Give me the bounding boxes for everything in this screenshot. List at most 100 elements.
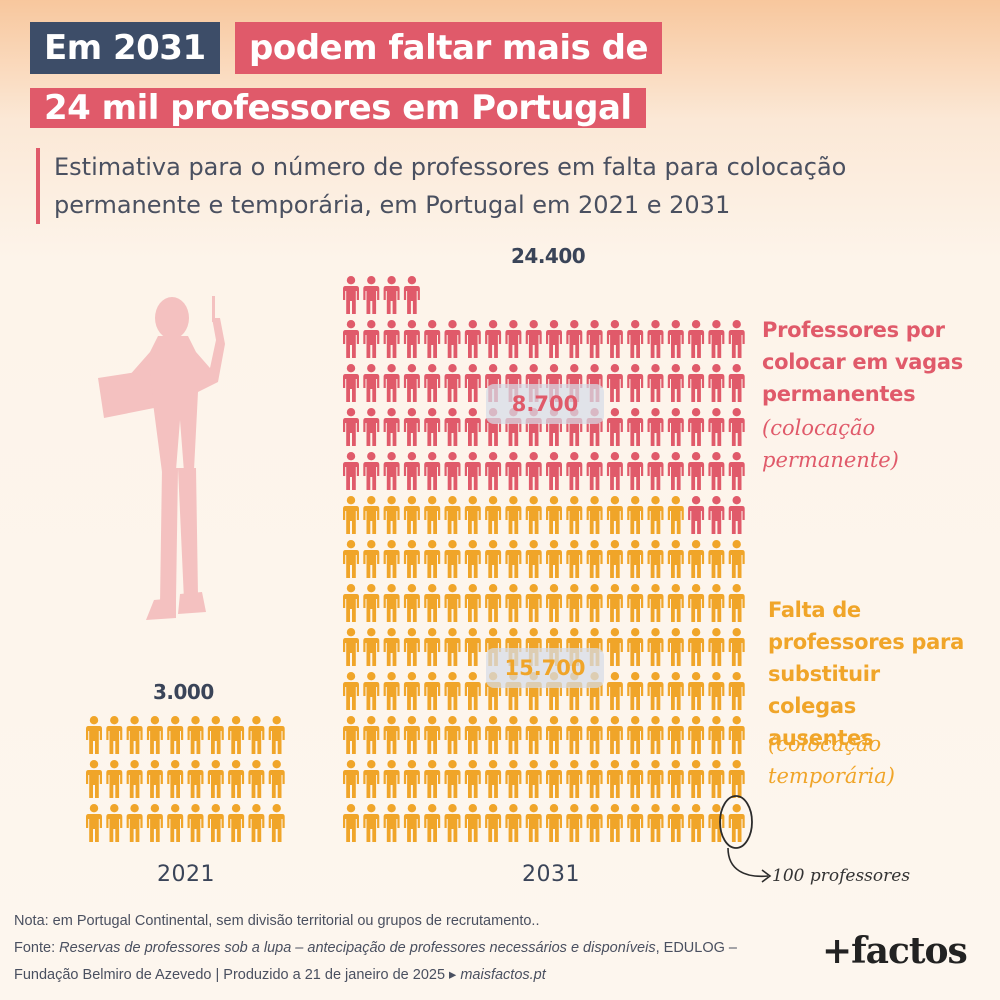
person-icon-temporary: [363, 496, 380, 534]
person-icon-temporary: [606, 760, 623, 798]
legend-temporary-sub: (colocação temporária): [768, 732, 895, 788]
person-icon-temporary: [464, 716, 481, 754]
person-icon-temporary: [667, 760, 684, 798]
person-icon-temporary: [444, 540, 461, 578]
person-icon-permanent: [728, 408, 745, 446]
person-icon: [86, 716, 102, 754]
person-icon-temporary: [444, 628, 461, 666]
person-icon-temporary: [667, 584, 684, 622]
person-icon-permanent: [586, 452, 603, 490]
person-icon-temporary: [505, 584, 522, 622]
logo: +factos: [822, 930, 968, 972]
person-icon-temporary: [606, 540, 623, 578]
person-icon-temporary: [485, 804, 502, 842]
person-icon-permanent: [505, 320, 522, 358]
person-icon-permanent: [667, 320, 684, 358]
person-icon-permanent: [343, 452, 359, 490]
person-icon-permanent: [485, 452, 502, 490]
person-icon: [268, 760, 285, 798]
person-icon-temporary: [444, 496, 461, 534]
person-icon: [126, 760, 143, 798]
icons-2031: [343, 276, 745, 842]
person-icon: [187, 716, 204, 754]
person-icon-temporary: [444, 804, 461, 842]
person-icon-temporary: [343, 628, 359, 666]
person-icon-permanent: [546, 320, 562, 358]
icons-2021: [86, 716, 285, 842]
person-icon-temporary: [464, 672, 481, 710]
person-icon-temporary: [546, 716, 562, 754]
person-icon-permanent: [688, 408, 705, 446]
person-icon: [207, 716, 224, 754]
person-icon-temporary: [647, 496, 664, 534]
person-icon-permanent: [667, 408, 684, 446]
person-icon-temporary: [606, 584, 623, 622]
unit-label: 100 professores: [772, 866, 911, 886]
person-icon-permanent: [403, 320, 420, 358]
person-icon-temporary: [627, 628, 644, 666]
person-icon: [86, 804, 102, 842]
person-icon-permanent: [606, 452, 623, 490]
legend-permanent-title: Professores por colocar em vagas permane…: [762, 318, 963, 406]
person-icon-temporary: [363, 672, 380, 710]
person-icon-temporary: [688, 804, 705, 842]
source-title: Reservas de professores sob a lupa – ant…: [59, 940, 656, 956]
person-icon-temporary: [525, 760, 542, 798]
footer-note-text: Nota: em Portugal Continental, sem divis…: [14, 913, 540, 929]
person-icon-temporary: [485, 760, 502, 798]
person-icon-temporary: [383, 804, 400, 842]
person-icon-temporary: [566, 496, 583, 534]
person-icon-temporary: [424, 496, 441, 534]
person-icon-temporary: [708, 628, 725, 666]
person-icon-temporary: [688, 584, 705, 622]
person-icon-temporary: [667, 628, 684, 666]
person-icon-temporary: [728, 804, 745, 842]
person-icon-permanent: [424, 364, 441, 402]
person-icon-temporary: [667, 804, 684, 842]
person-icon-permanent: [708, 364, 725, 402]
person-icon-temporary: [505, 760, 522, 798]
person-icon-permanent: [464, 452, 481, 490]
person-icon-permanent: [383, 364, 400, 402]
person-icon-permanent: [708, 452, 725, 490]
person-icon-temporary: [343, 672, 359, 710]
person-icon-temporary: [708, 716, 725, 754]
person-icon-permanent: [485, 320, 502, 358]
person-icon: [146, 760, 163, 798]
person-icon-permanent: [688, 496, 705, 534]
person-icon-temporary: [647, 540, 664, 578]
person-icon-temporary: [546, 760, 562, 798]
person-icon-temporary: [505, 540, 522, 578]
person-icon-permanent: [444, 320, 461, 358]
person-icon-temporary: [627, 496, 644, 534]
person-icon-permanent: [708, 496, 725, 534]
person-icon-temporary: [586, 540, 603, 578]
source-site-link[interactable]: maisfactos.pt: [460, 967, 546, 983]
person-icon-temporary: [464, 804, 481, 842]
person-icon-temporary: [403, 716, 420, 754]
person-icon-permanent: [627, 452, 644, 490]
teacher-silhouette-icon: [98, 296, 225, 620]
title-part-1: podem faltar mais de: [235, 22, 663, 74]
person-icon-temporary: [647, 628, 664, 666]
person-icon-permanent: [647, 320, 664, 358]
person-icon-temporary: [708, 584, 725, 622]
person-icon-permanent: [667, 452, 684, 490]
person-icon-temporary: [383, 716, 400, 754]
person-icon-permanent: [708, 320, 725, 358]
person-icon-temporary: [464, 760, 481, 798]
value-label-permanent: 8.700: [486, 384, 604, 424]
footer-note: Nota: em Portugal Continental, sem divis…: [14, 908, 784, 989]
person-icon-temporary: [383, 672, 400, 710]
person-icon-permanent: [363, 276, 380, 314]
person-icon-temporary: [566, 760, 583, 798]
person-icon-permanent: [606, 408, 623, 446]
person-icon-permanent: [403, 452, 420, 490]
person-icon: [228, 716, 245, 754]
person-icon-permanent: [363, 408, 380, 446]
person-icon-permanent: [383, 452, 400, 490]
title-line-2: 24 mil professores em Portugal: [30, 82, 646, 134]
person-icon-temporary: [708, 540, 725, 578]
person-icon-temporary: [627, 540, 644, 578]
